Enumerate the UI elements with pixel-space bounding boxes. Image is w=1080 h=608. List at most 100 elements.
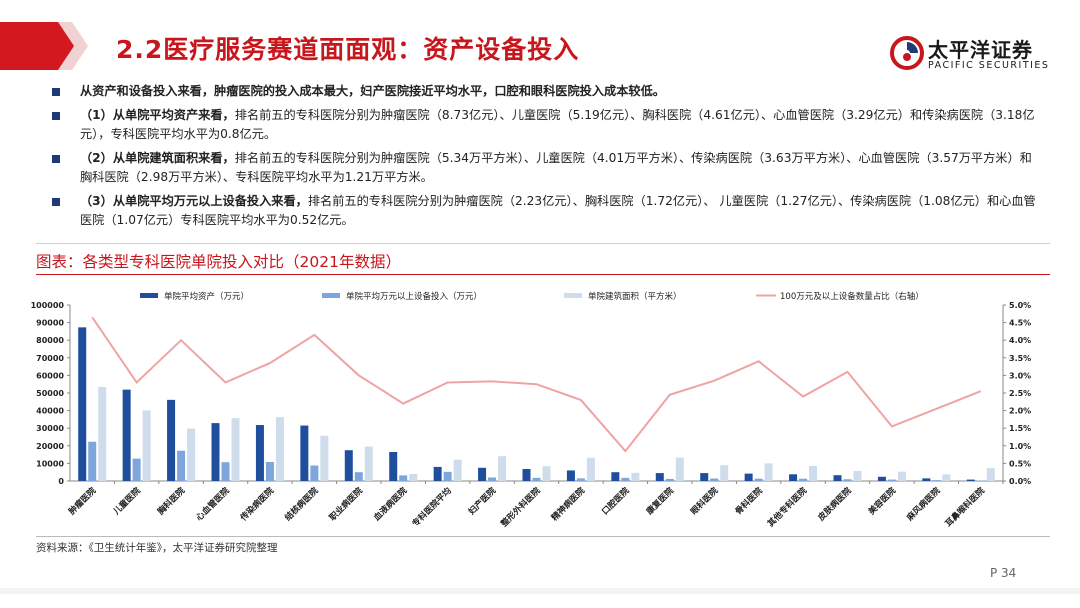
bar-equipment: [443, 471, 452, 481]
bar-asset: [389, 451, 398, 481]
bar-asset: [877, 476, 886, 481]
y-left-tick-label: 50000: [36, 389, 64, 398]
legend-label: 单院平均万元以上设备投入（万元）: [346, 291, 482, 302]
bar-area: [631, 472, 640, 481]
bullet-item: （1）从单院平均资产来看，排名前五的专科医院分别为肿瘤医院（8.73亿元）、儿童…: [52, 106, 1042, 145]
y-right-tick-label: 0.5%: [1009, 459, 1031, 468]
x-tick-label: 美容医院: [866, 485, 898, 517]
logo-text-cn: 太平洋证券: [928, 38, 1033, 62]
bar-area: [720, 465, 729, 481]
x-tick-label: 皮肤病医院: [815, 485, 854, 524]
source-divider: [36, 536, 1050, 537]
bullet-item: 从资产和设备投入来看，肿瘤医院的投入成本最大，妇产医院接近平均水平，口腔和眼科医…: [52, 82, 1042, 102]
bar-area: [231, 418, 240, 481]
bar-asset: [344, 450, 353, 481]
bar-equipment: [177, 450, 186, 481]
bar-area: [187, 428, 196, 481]
y-right-tick-label: 3.5%: [1009, 354, 1031, 363]
y-right-tick-label: 1.0%: [1009, 442, 1031, 451]
y-right-tick-label: 2.0%: [1009, 407, 1031, 416]
bar-asset: [744, 473, 753, 481]
x-tick-label: 血液病医院: [371, 485, 409, 523]
bar-area: [364, 446, 373, 481]
bullet-list: 从资产和设备投入来看，肿瘤医院的投入成本最大，妇产医院接近平均水平，口腔和眼科医…: [52, 82, 1042, 235]
legend-swatch: [140, 293, 158, 298]
x-tick-label: 麻风病医院: [904, 485, 943, 524]
bar-equipment: [354, 472, 363, 481]
bar-area: [809, 465, 818, 481]
legend-label: 100万元及以上设备数量占比（右轴）: [780, 291, 924, 302]
bar-equipment: [976, 480, 985, 481]
bar-equipment: [532, 477, 541, 481]
bar-equipment: [843, 479, 852, 481]
y-left-tick-label: 10000: [36, 459, 64, 468]
x-tick-label: 口腔医院: [600, 485, 632, 517]
bar-equipment: [932, 480, 941, 481]
bullet-item: （3）从单院平均万元以上设备投入来看，排名前五的专科医院分别为肿瘤医院（2.23…: [52, 192, 1042, 231]
bar-asset: [122, 389, 131, 481]
x-tick-label: 精神病医院: [549, 485, 587, 523]
y-right-tick-label: 4.0%: [1009, 336, 1031, 345]
bar-equipment: [265, 461, 274, 481]
bar-area: [453, 459, 462, 481]
bar-asset: [300, 425, 309, 481]
bar-equipment: [310, 465, 319, 481]
bar-area: [98, 387, 107, 481]
bar-area: [320, 435, 329, 481]
y-right-tick-label: 2.5%: [1009, 389, 1031, 398]
y-right-tick-label: 3.0%: [1009, 371, 1031, 380]
bullet-text: 排名前五的专科医院分别为肿瘤医院（2.23亿元）、胸科医院（1.72亿元）、 儿…: [80, 193, 1036, 228]
bar-area: [942, 474, 951, 481]
bullet-item: （2）从单院建筑面积来看，排名前五的专科医院分别为肿瘤医院（5.34万平方米）、…: [52, 149, 1042, 188]
line-ratio: [91, 316, 982, 453]
bar-equipment: [621, 477, 630, 481]
bar-equipment: [576, 478, 585, 481]
x-tick-label: 其他专科医院: [765, 485, 809, 529]
bar-area: [986, 468, 995, 481]
x-tick-label: 耳鼻喉科医院: [943, 485, 987, 529]
x-tick-label: 结核病医院: [283, 485, 321, 523]
bar-asset: [789, 474, 798, 481]
bar-asset: [78, 327, 87, 481]
bar-equipment: [132, 458, 141, 481]
bar-asset: [655, 473, 664, 481]
legend-label: 单院建筑面积（平方米）: [588, 291, 682, 302]
bar-asset: [966, 479, 975, 481]
bullet-text: 排名前五的专科医院分别为肿瘤医院（5.34万平方米）、儿童医院（4.01万平方米…: [80, 150, 1032, 185]
bar-equipment: [665, 478, 674, 481]
bar-area: [586, 457, 595, 481]
y-right-tick-label: 4.5%: [1009, 319, 1031, 328]
y-left-tick-label: 60000: [36, 371, 64, 380]
bar-asset: [833, 475, 842, 481]
y-left-tick-label: 70000: [36, 354, 64, 363]
chart-top-divider: [36, 243, 1050, 244]
x-tick-label: 胸科医院: [155, 485, 187, 517]
y-left-tick-label: 100000: [31, 301, 65, 310]
bar-asset: [167, 399, 176, 481]
bar-area: [409, 473, 418, 481]
bar-equipment: [887, 479, 896, 481]
bullet-lead: （1）从单院平均资产来看，: [80, 107, 235, 122]
x-tick-label: 妇产医院: [466, 485, 499, 518]
bar-area: [142, 410, 151, 481]
y-right-tick-label: 0.0%: [1009, 477, 1031, 486]
y-left-tick-label: 0: [58, 477, 64, 486]
x-tick-label: 骨科医院: [733, 485, 765, 517]
x-tick-label: 整形外科医院: [499, 485, 543, 529]
bar-equipment: [710, 478, 719, 481]
legend-label: 单院平均资产（万元）: [164, 291, 249, 302]
bullet-lead: （3）从单院平均万元以上设备投入来看，: [80, 193, 308, 208]
bar-asset: [922, 478, 931, 481]
x-tick-label: 心血管医院: [194, 485, 232, 523]
footer-strip: [0, 588, 1080, 594]
y-left-tick-label: 30000: [36, 424, 64, 433]
y-left-tick-label: 90000: [36, 319, 64, 328]
bar-asset: [522, 469, 531, 481]
bar-area: [675, 457, 684, 481]
x-tick-label: 专科医院平均: [410, 485, 454, 529]
logo-text-en: PACIFIC SECURITIES: [928, 60, 1050, 71]
chart-title-underline: [36, 274, 1050, 275]
bar-asset: [255, 425, 264, 481]
x-tick-label: 儿童医院: [110, 485, 143, 518]
